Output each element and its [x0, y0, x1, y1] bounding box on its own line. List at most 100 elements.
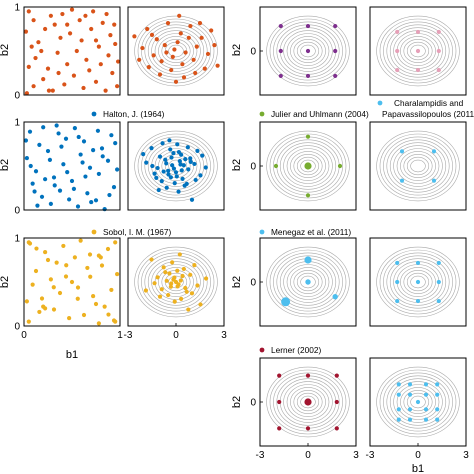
contour-ring: [158, 36, 194, 66]
contour-ring: [300, 275, 316, 289]
data-point: [154, 175, 159, 180]
data-point: [182, 183, 187, 188]
data-point: [183, 285, 188, 291]
contour-ring: [144, 24, 208, 78]
contour-ring: [293, 38, 323, 63]
data-point: [51, 285, 56, 290]
contour-ring: [290, 267, 326, 297]
data-point: [185, 145, 190, 150]
legend-marker: [259, 229, 265, 235]
panel-frame: [369, 121, 467, 211]
data-point: [305, 73, 311, 79]
data-point: [77, 18, 82, 23]
contour-ring: [290, 151, 326, 181]
contour-ring: [406, 41, 430, 61]
data-point: [87, 252, 93, 257]
data-point: [23, 29, 29, 34]
data-point: [170, 260, 175, 265]
data-point: [183, 50, 188, 55]
data-point: [41, 77, 46, 82]
data-point: [106, 53, 111, 58]
y-tick-label: 0: [250, 162, 256, 173]
data-point: [24, 155, 29, 161]
contour-ring: [400, 267, 436, 297]
contour-ring: [389, 27, 447, 75]
data-point: [175, 142, 180, 147]
legend-sobol: Sobol, I. M. (1967): [91, 227, 171, 237]
data-point: [164, 278, 169, 283]
panel-random-unit: 01: [14, 3, 121, 102]
data-point: [98, 62, 103, 67]
data-point: [93, 38, 99, 43]
data-point: [172, 181, 177, 186]
data-point: [149, 32, 155, 37]
data-point: [399, 149, 405, 154]
y-tick-label: 1: [14, 234, 20, 245]
contour-ring: [396, 384, 440, 420]
data-point: [83, 13, 88, 18]
contour-ring: [290, 36, 326, 66]
contour-ring: [134, 130, 218, 202]
contour-ring: [379, 249, 457, 315]
data-point: [157, 154, 163, 159]
data-point: [79, 38, 84, 43]
contour-ring: [161, 38, 191, 63]
panel-lerner: 0 -3 0 3: [250, 357, 359, 461]
contour-ring: [151, 145, 201, 187]
data-point: [26, 64, 31, 69]
data-point: [168, 284, 173, 289]
data-point: [193, 70, 198, 76]
data-point: [60, 11, 65, 17]
contour-ring: [403, 389, 433, 414]
contour-ring: [403, 269, 433, 294]
data-point: [89, 26, 94, 32]
data-point: [396, 382, 401, 387]
contour-ring: [296, 156, 320, 176]
data-point: [407, 417, 413, 422]
data-point: [176, 149, 181, 155]
data-point: [162, 43, 167, 48]
data-point: [188, 23, 193, 29]
data-point: [423, 407, 429, 412]
data-point: [278, 73, 283, 79]
data-point: [48, 277, 53, 282]
axis-labels: b2 b2 b2 b2 b2 b2 b2 b1 b1: [0, 44, 424, 474]
data-point: [436, 29, 441, 35]
contour-ring: [134, 246, 218, 318]
data-point: [106, 312, 111, 317]
data-point: [87, 165, 93, 170]
data-point: [160, 141, 165, 146]
data-point: [169, 155, 174, 160]
data-point: [157, 294, 163, 299]
data-point: [173, 79, 179, 84]
data-point: [89, 199, 94, 205]
panel-julier-row2: 0: [250, 121, 357, 211]
data-point: [407, 382, 413, 387]
data-point: [436, 48, 441, 54]
data-point: [81, 312, 87, 318]
contour-ring: [296, 272, 320, 292]
data-point: [181, 163, 186, 168]
data-point: [188, 159, 193, 164]
data-point: [81, 85, 86, 91]
data-point: [171, 150, 176, 156]
data-point: [180, 176, 185, 182]
data-point: [39, 48, 44, 54]
data-point: [431, 149, 437, 154]
data-point: [65, 62, 70, 67]
data-point: [41, 125, 46, 130]
data-point: [169, 281, 174, 286]
data-point: [105, 246, 111, 252]
data-point: [113, 41, 118, 47]
data-point: [181, 266, 186, 272]
data-point: [145, 26, 150, 32]
data-point: [33, 169, 39, 174]
data-point: [435, 417, 440, 422]
contour-ring: [400, 387, 436, 417]
contour-ring: [141, 136, 211, 196]
data-point: [149, 146, 154, 151]
data-point: [199, 35, 204, 40]
data-point: [172, 275, 177, 280]
legend-marker: [259, 111, 265, 117]
contour-ring: [283, 381, 333, 423]
